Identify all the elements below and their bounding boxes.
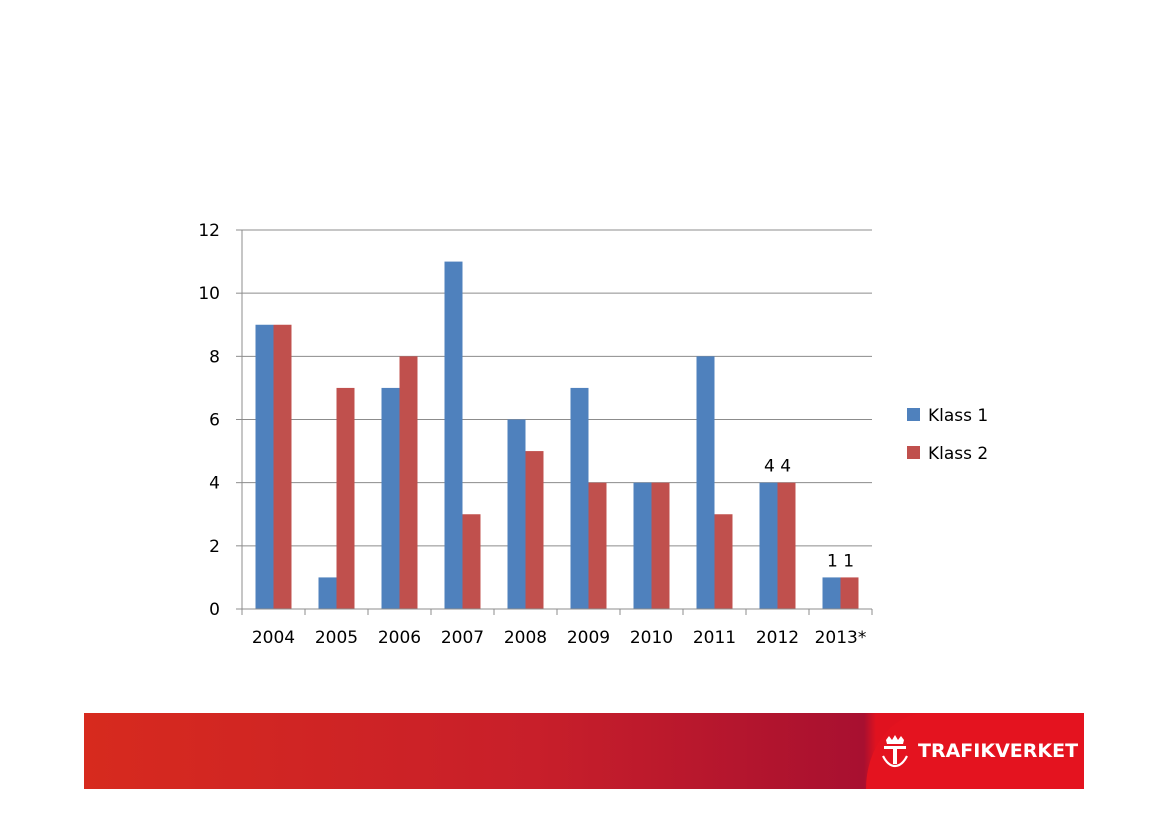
x-tick-label: 2004 [252, 628, 295, 648]
trafikverket-logo: TRAFIKVERKET [880, 731, 1078, 771]
bar-klass-1-2012 [759, 482, 778, 609]
x-tick-label: 2011 [693, 628, 736, 648]
bar-klass-2-2004 [273, 324, 292, 609]
bar-klass-2-2006 [399, 356, 418, 609]
y-tick-label: 2 [209, 537, 220, 557]
y-tick-label: 10 [198, 284, 220, 304]
bar-klass-2-2009 [588, 482, 607, 609]
x-axis [241, 230, 873, 615]
bar-klass-1-2011 [696, 356, 715, 609]
bar-klass-2-2012 [777, 482, 796, 609]
y-tick-label: 6 [209, 411, 220, 431]
x-tick-label: 2013* [815, 628, 867, 648]
legend-swatch [907, 446, 920, 459]
bar-klass-2-2011 [714, 514, 733, 609]
data-label: 4 4 [764, 457, 791, 477]
data-label: 1 1 [827, 551, 854, 571]
logo-text: TRAFIKVERKET [918, 740, 1079, 762]
x-axis-tick-labels: 2004 2005 2006 2007 2008 2009 2010 2011 2012 2013… [252, 628, 867, 648]
y-tick-label: 12 [198, 221, 220, 241]
bar-klass-1-2008 [507, 419, 526, 609]
bar-klass-1-2009 [570, 387, 589, 609]
x-tick-label: 2007 [441, 628, 484, 648]
x-tick-label: 2009 [567, 628, 610, 648]
legend-label: Klass 1 [928, 406, 988, 426]
bar-klass-1-2006 [381, 387, 400, 609]
bar-klass-1-2005 [318, 577, 337, 609]
y-axis-tick-labels: 0 2 4 6 8 10 12 [198, 221, 220, 620]
bar-klass-1-2007 [444, 261, 463, 609]
bar-klass-2-2008 [525, 451, 544, 609]
bar-klass-1-2010 [633, 482, 652, 609]
y-tick-label: 4 [209, 474, 220, 494]
bar-klass-1-2004 [255, 324, 274, 609]
x-tick-label: 2008 [504, 628, 547, 648]
bar-klass-1-2013 [822, 577, 841, 609]
legend: Klass 1 Klass 2 [907, 406, 988, 464]
y-tick-label: 0 [209, 600, 220, 620]
y-tick-label: 8 [209, 347, 220, 367]
legend-label: Klass 2 [928, 444, 988, 464]
crown-t-icon [882, 735, 908, 768]
legend-swatch [907, 408, 920, 421]
footer-logo-panel [866, 713, 1084, 789]
bar-klass-2-2010 [651, 482, 670, 609]
x-tick-label: 2005 [315, 628, 358, 648]
x-tick-label: 2010 [630, 628, 673, 648]
bar-klass-2-2007 [462, 514, 481, 609]
data-labels: 4 4 1 1 [764, 457, 854, 572]
bar-klass-2-2013 [840, 577, 859, 609]
bar-klass-2-2005 [336, 387, 355, 609]
x-tick-label: 2006 [378, 628, 421, 648]
x-tick-label: 2012 [756, 628, 799, 648]
bars [255, 261, 859, 609]
